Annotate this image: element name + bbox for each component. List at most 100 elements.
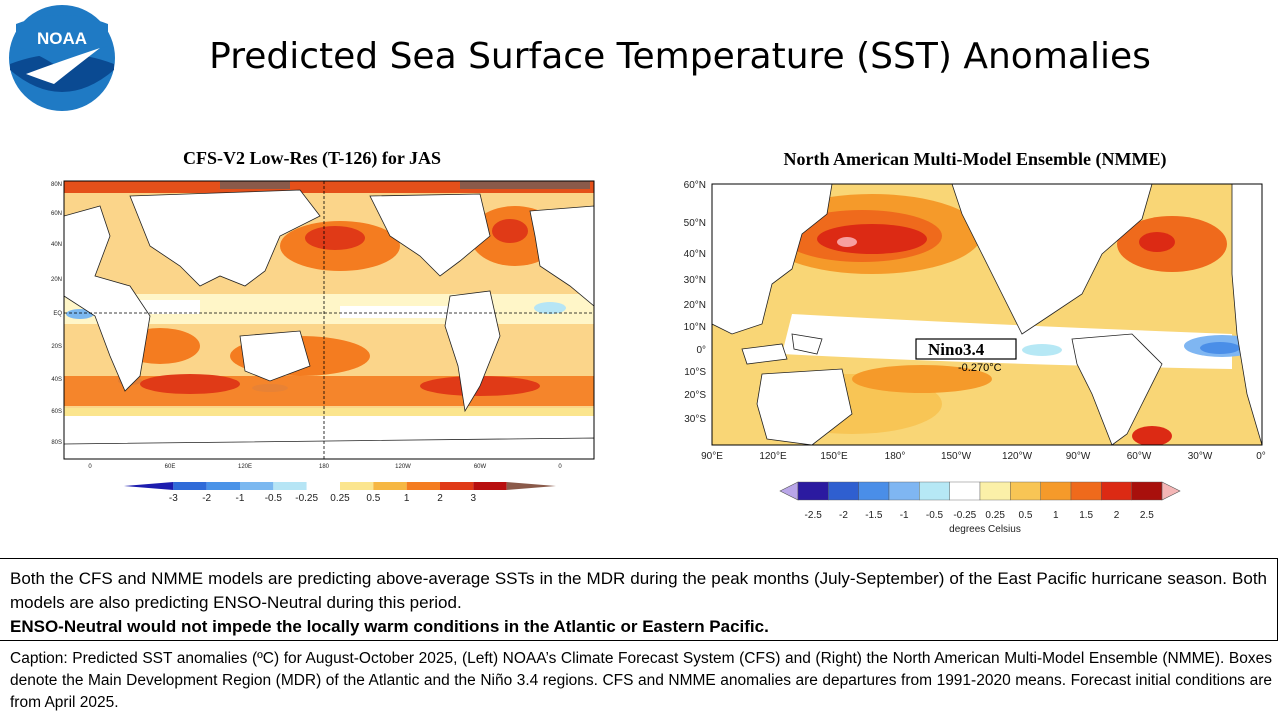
right-colorbar-label: -2.5	[805, 510, 823, 521]
figure-caption: Caption: Predicted SST anomalies (ºC) fo…	[10, 650, 1272, 711]
left-lat-label: EQ	[53, 311, 62, 317]
right-lon-label: 90°E	[701, 451, 723, 462]
left-lon-label: 120W	[395, 464, 411, 470]
summary-text: Both the CFS and NMME models are predict…	[10, 569, 1267, 612]
right-colorbar-swatch	[1131, 481, 1163, 501]
right-lat-label: 60°N	[684, 180, 706, 191]
right-colorbar-label: -1.5	[865, 510, 883, 521]
noaa-logo-text: NOAA	[37, 29, 87, 48]
right-colorbar-swatch	[828, 481, 859, 501]
left-lon-label: 60E	[165, 464, 176, 470]
left-colorbar-swatch	[240, 482, 274, 490]
right-lat-label: 50°N	[684, 218, 706, 229]
right-colorbar-swatch	[949, 481, 981, 501]
left-lat-label: 80N	[51, 182, 62, 188]
left-lat-label: 80S	[51, 440, 62, 446]
left-colorbar: -3 -2 -1 -0.5 -0.25 0.25 0.5 1 2 3	[124, 482, 556, 504]
right-colorbar-label: -0.5	[926, 510, 944, 521]
left-colorbar-label: 3	[471, 493, 477, 504]
right-colorbar-label: -0.25	[953, 510, 976, 521]
left-colorbar-label: 2	[437, 493, 443, 504]
left-lon-label: 180	[319, 464, 330, 470]
left-lon-label: 120E	[238, 464, 252, 470]
right-colorbar-label: 1	[1053, 510, 1059, 521]
right-colorbar-unit: degrees Celsius	[949, 524, 1021, 535]
left-colorbar-swatch	[473, 482, 507, 490]
left-lat-label: 40S	[51, 377, 62, 383]
right-sst-map: Nino3.4 -0.270°C 60°N 50°N 40°N 30°N 20°N 10°…	[684, 180, 1266, 462]
right-colorbar-swatch	[919, 481, 950, 501]
summary-panel: Both the CFS and NMME models are predict…	[0, 558, 1278, 641]
left-colorbar-swatch	[506, 482, 556, 490]
right-lon-label: 0°	[1256, 451, 1266, 462]
right-colorbar-label: 1.5	[1079, 510, 1093, 521]
left-colorbar-label: -2	[202, 493, 211, 504]
left-lat-label: 20S	[51, 344, 62, 350]
left-colorbar-swatch	[440, 482, 474, 490]
right-lat-label: 0°	[696, 345, 706, 356]
right-lon-label: 120°W	[1002, 451, 1033, 462]
left-colorbar-label: -0.25	[295, 493, 318, 504]
nino34-label: Nino3.4	[928, 340, 985, 359]
right-colorbar-label: 0.25	[985, 510, 1005, 521]
left-lat-label: 40N	[51, 242, 62, 248]
left-lat-label: 60S	[51, 409, 62, 415]
left-lat-label: 20N	[51, 277, 62, 283]
right-lon-label: 120°E	[759, 451, 787, 462]
left-colorbar-swatch	[173, 482, 207, 490]
left-colorbar-swatch	[206, 482, 240, 490]
right-colorbar-label: 0.5	[1019, 510, 1033, 521]
left-colorbar-swatch	[306, 482, 340, 490]
right-lat-label: 20°N	[684, 300, 706, 311]
right-colorbar-swatch	[1010, 481, 1041, 501]
right-lon-label: 90°W	[1066, 451, 1091, 462]
right-lon-label: 150°W	[941, 451, 972, 462]
left-colorbar-swatch	[124, 482, 174, 490]
right-colorbar-swatch	[797, 481, 829, 501]
right-lon-label: 180°	[885, 451, 906, 462]
right-lat-label: 30°N	[684, 275, 706, 286]
right-lat-label: 10°N	[684, 322, 706, 333]
page-title: Predicted Sea Surface Temperature (SST) …	[209, 36, 1151, 77]
nino34-box	[915, 338, 1017, 360]
left-colorbar-label: 0.5	[366, 493, 380, 504]
left-colorbar-swatch	[273, 482, 307, 490]
right-colorbar-label: 2.5	[1140, 510, 1154, 521]
left-colorbar-label: 0.25	[330, 493, 350, 504]
left-colorbar-label: -0.5	[265, 493, 283, 504]
right-colorbar-label: -1	[900, 510, 909, 521]
right-lat-label: 10°S	[684, 367, 706, 378]
right-colorbar-swatch	[1040, 481, 1072, 501]
right-lat-label: 30°S	[684, 414, 706, 425]
left-colorbar-label: -3	[169, 493, 178, 504]
right-lat-label: 20°S	[684, 390, 706, 401]
nino34-value: -0.270°C	[958, 362, 1002, 374]
right-lon-label: 150°E	[820, 451, 848, 462]
left-lat-label: 60N	[51, 211, 62, 217]
right-colorbar-swatch	[858, 481, 890, 501]
right-colorbar-swatch	[1070, 481, 1102, 501]
noaa-logo: NOAA	[9, 5, 115, 111]
left-colorbar-swatch	[340, 482, 374, 490]
left-map-title: CFS-V2 Low-Res (T-126) for JAS	[183, 148, 441, 168]
right-map-title: North American Multi-Model Ensemble (NMM…	[783, 149, 1167, 169]
right-colorbar-swatch	[979, 481, 1011, 501]
right-lon-label: 60°W	[1127, 451, 1152, 462]
left-colorbar-swatch	[373, 482, 407, 490]
left-sst-map: 80N 60N 40N 20N EQ 20S 40S 60S 80S 0 60E 120E 180 12…	[51, 180, 595, 470]
summary-bold-text: ENSO-Neutral would not impede the locall…	[10, 617, 769, 636]
left-lon-label: 0	[88, 464, 92, 470]
right-colorbar: -2.5 -2 -1.5 -1 -0.5 -0.25 0.25 0.5 1 1.5 2 2.5 deg…	[779, 481, 1181, 535]
left-colorbar-label: -1	[236, 493, 245, 504]
left-colorbar-swatch	[406, 482, 440, 490]
right-colorbar-label: 2	[1114, 510, 1120, 521]
left-colorbar-label: 1	[404, 493, 410, 504]
right-lon-label: 30°W	[1188, 451, 1213, 462]
right-colorbar-swatch	[888, 481, 920, 501]
left-lon-label: 0	[558, 464, 562, 470]
right-colorbar-arrow-right	[1161, 481, 1181, 501]
right-colorbar-arrow-left	[779, 481, 799, 501]
left-lon-label: 60W	[474, 464, 487, 470]
right-colorbar-swatch	[1101, 481, 1132, 501]
right-colorbar-label: -2	[839, 510, 848, 521]
